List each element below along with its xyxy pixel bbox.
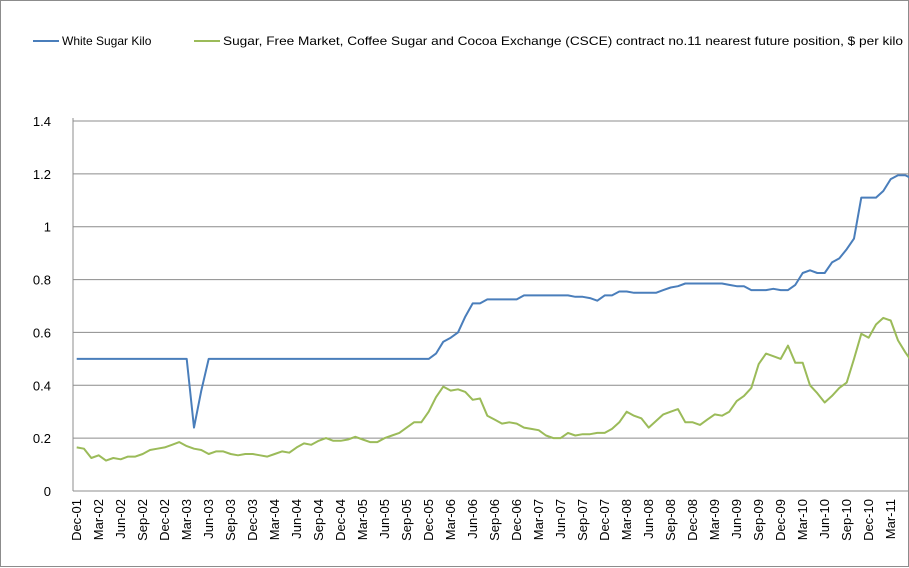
x-axis: Dec-01 Mar-02 Jun-02 Sep-02 Dec-02 Mar-03 Jun-… <box>69 118 909 541</box>
x-tick-label: Mar-07 <box>531 499 546 540</box>
legend-label-white-sugar: White Sugar Kilo <box>62 34 152 48</box>
x-tick-label: Jun-04 <box>289 499 304 539</box>
x-tick-label: Jun-05 <box>377 499 392 539</box>
x-tick-label: Mar-03 <box>179 499 194 540</box>
y-tick-label: 0.4 <box>33 378 51 393</box>
x-tick-label: Dec-08 <box>685 499 700 541</box>
y-tick-label: 0.8 <box>33 273 51 288</box>
x-tick-label: Mar-04 <box>267 499 282 540</box>
x-tick-label: Dec-10 <box>861 499 876 541</box>
series-lines <box>76 174 909 462</box>
x-tick-label: Sep-04 <box>311 499 326 541</box>
x-tick-label: Mar-09 <box>707 499 722 540</box>
x-tick-label: Dec-02 <box>157 499 172 541</box>
x-tick-label: Dec-07 <box>597 499 612 541</box>
x-tick-label: Sep-08 <box>663 499 678 541</box>
x-tick-label: Dec-09 <box>773 499 788 541</box>
legend: White Sugar Kilo Sugar, Free Market, Cof… <box>33 34 903 48</box>
x-tick-label: Jun-03 <box>201 499 216 539</box>
x-tick-label: Dec-01 <box>69 499 84 541</box>
x-tick-label: Sep-10 <box>839 499 854 541</box>
x-tick-label: Dec-04 <box>333 499 348 541</box>
x-tick-label: Jun-02 <box>113 499 128 539</box>
x-tick-label: Jun-10 <box>817 499 832 539</box>
series-line-1 <box>76 316 909 462</box>
series-line-0 <box>76 174 909 429</box>
gridlines <box>73 120 909 439</box>
y-axis-ticks: 0 0.2 0.4 0.6 0.8 1 1.2 1.4 <box>33 114 51 499</box>
x-tick-label: Jun-06 <box>465 499 480 539</box>
x-tick-label: Jun-09 <box>729 499 744 539</box>
x-tick-label: Dec-06 <box>509 499 524 541</box>
x-tick-label: Mar-08 <box>619 499 634 540</box>
x-tick-label: Sep-05 <box>399 499 414 541</box>
x-tick-label: Sep-02 <box>135 499 150 541</box>
y-tick-label: 0.2 <box>33 431 51 446</box>
y-tick-label: 1.2 <box>33 167 51 182</box>
x-tick-label: Dec-03 <box>245 499 260 541</box>
x-tick-label: Sep-06 <box>487 499 502 541</box>
x-tick-label: Jun-08 <box>641 499 656 539</box>
x-tick-label: Sep-07 <box>575 499 590 541</box>
x-tick-label: Mar-05 <box>355 499 370 540</box>
legend-label-free-market-sugar: Sugar, Free Market, Coffee Sugar and Coc… <box>223 34 903 48</box>
x-tick-label: Dec-05 <box>421 499 436 541</box>
x-tick-label: Mar-10 <box>795 499 810 540</box>
x-tick-label: Mar-06 <box>443 499 458 540</box>
y-tick-label: 0.6 <box>33 325 51 340</box>
x-tick-label: Mar-11 <box>883 499 898 539</box>
y-tick-label: 1.4 <box>33 114 51 129</box>
x-tick-label: Jun-07 <box>553 499 568 539</box>
x-tick-label: Sep-03 <box>223 499 238 541</box>
y-tick-label: 1 <box>44 220 51 235</box>
x-tick-label: Sep-09 <box>751 499 766 541</box>
x-tick-label: Mar-02 <box>91 499 106 540</box>
y-tick-label: 0 <box>44 484 51 499</box>
